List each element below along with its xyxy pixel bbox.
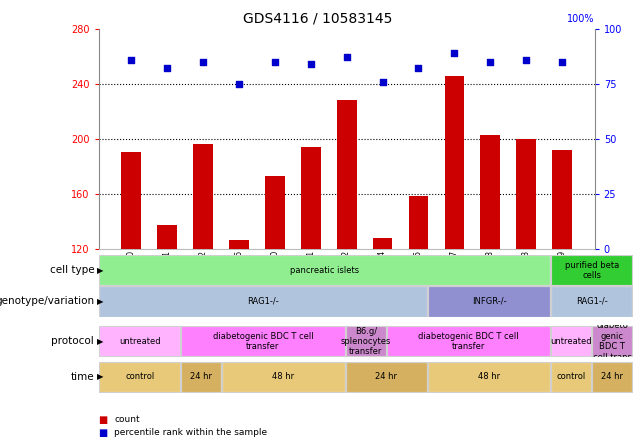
Bar bbox=[99, 286, 427, 317]
Text: 24 hr: 24 hr bbox=[601, 373, 623, 381]
Bar bbox=[373, 238, 392, 249]
Bar bbox=[592, 362, 632, 392]
Bar bbox=[445, 75, 464, 249]
Text: diabeto
genic
BDC T
cell trans: diabeto genic BDC T cell trans bbox=[593, 321, 632, 361]
Bar bbox=[265, 176, 285, 249]
Bar bbox=[181, 326, 345, 357]
Text: 48 hr: 48 hr bbox=[478, 373, 500, 381]
Text: protocol: protocol bbox=[52, 337, 94, 346]
Text: GDS4116 / 10583145: GDS4116 / 10583145 bbox=[244, 11, 392, 25]
Text: 24 hr: 24 hr bbox=[375, 373, 398, 381]
Text: 24 hr: 24 hr bbox=[190, 373, 212, 381]
Point bbox=[162, 65, 172, 72]
Bar bbox=[408, 196, 429, 249]
Bar bbox=[121, 152, 141, 249]
Bar bbox=[480, 135, 501, 249]
Text: ▶: ▶ bbox=[97, 373, 104, 381]
Text: 48 hr: 48 hr bbox=[272, 373, 294, 381]
Bar bbox=[181, 326, 345, 357]
Bar bbox=[592, 362, 632, 392]
Bar bbox=[551, 255, 632, 285]
Point bbox=[126, 56, 136, 63]
Point bbox=[270, 58, 280, 65]
Text: time: time bbox=[71, 372, 94, 382]
Bar bbox=[345, 362, 427, 392]
Point bbox=[342, 54, 352, 61]
Bar bbox=[428, 286, 550, 317]
Text: untreated: untreated bbox=[550, 337, 592, 346]
Text: count: count bbox=[114, 415, 140, 424]
Bar bbox=[181, 362, 221, 392]
Bar bbox=[551, 286, 632, 317]
Bar bbox=[99, 255, 550, 285]
Point bbox=[557, 58, 567, 65]
Point bbox=[413, 65, 424, 72]
Text: control: control bbox=[556, 373, 586, 381]
Text: cell type: cell type bbox=[50, 266, 94, 275]
Bar bbox=[99, 326, 181, 357]
Point bbox=[378, 78, 388, 85]
Text: INFGR-/-: INFGR-/- bbox=[472, 297, 506, 306]
Bar bbox=[193, 144, 213, 249]
Bar bbox=[552, 150, 572, 249]
Bar bbox=[387, 326, 550, 357]
Bar bbox=[336, 100, 357, 249]
Text: diabetogenic BDC T cell
transfer: diabetogenic BDC T cell transfer bbox=[418, 332, 519, 351]
Bar bbox=[551, 286, 632, 317]
Point bbox=[522, 56, 532, 63]
Bar bbox=[516, 139, 536, 249]
Bar bbox=[157, 225, 177, 249]
Bar bbox=[428, 286, 550, 317]
Text: 100%: 100% bbox=[567, 15, 595, 24]
Bar bbox=[428, 362, 550, 392]
Point bbox=[305, 60, 315, 67]
Bar bbox=[387, 326, 550, 357]
Text: ▶: ▶ bbox=[97, 297, 104, 306]
Bar bbox=[551, 362, 591, 392]
Bar bbox=[551, 362, 591, 392]
Bar bbox=[301, 147, 321, 249]
Bar bbox=[229, 240, 249, 249]
Text: genotype/variation: genotype/variation bbox=[0, 297, 94, 306]
Text: RAG1-/-: RAG1-/- bbox=[576, 297, 607, 306]
Bar bbox=[181, 362, 221, 392]
Bar bbox=[99, 362, 181, 392]
Text: diabetogenic BDC T cell
transfer: diabetogenic BDC T cell transfer bbox=[212, 332, 314, 351]
Text: control: control bbox=[125, 373, 155, 381]
Bar bbox=[99, 362, 181, 392]
Bar bbox=[551, 326, 591, 357]
Point bbox=[233, 80, 244, 87]
Bar bbox=[428, 362, 550, 392]
Bar bbox=[551, 255, 632, 285]
Bar bbox=[345, 326, 386, 357]
Point bbox=[450, 49, 460, 56]
Text: ▶: ▶ bbox=[97, 266, 104, 275]
Bar bbox=[222, 362, 345, 392]
Bar bbox=[592, 326, 632, 357]
Bar bbox=[99, 255, 550, 285]
Text: ▶: ▶ bbox=[97, 337, 104, 346]
Text: ■: ■ bbox=[99, 428, 108, 438]
Bar bbox=[592, 326, 632, 357]
Point bbox=[485, 58, 495, 65]
Text: untreated: untreated bbox=[119, 337, 160, 346]
Bar bbox=[99, 326, 181, 357]
Text: percentile rank within the sample: percentile rank within the sample bbox=[114, 428, 268, 437]
Point bbox=[198, 58, 208, 65]
Bar bbox=[345, 362, 427, 392]
Bar bbox=[551, 326, 591, 357]
Bar bbox=[222, 362, 345, 392]
Bar bbox=[345, 326, 386, 357]
Text: B6.g/
splenocytes
transfer: B6.g/ splenocytes transfer bbox=[340, 326, 391, 357]
Text: pancreatic islets: pancreatic islets bbox=[290, 266, 359, 275]
Text: ■: ■ bbox=[99, 415, 108, 424]
Bar bbox=[99, 286, 427, 317]
Text: purified beta
cells: purified beta cells bbox=[565, 261, 619, 280]
Text: RAG1-/-: RAG1-/- bbox=[247, 297, 279, 306]
